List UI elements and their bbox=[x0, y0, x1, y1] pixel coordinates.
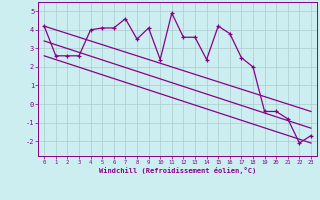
X-axis label: Windchill (Refroidissement éolien,°C): Windchill (Refroidissement éolien,°C) bbox=[99, 167, 256, 174]
